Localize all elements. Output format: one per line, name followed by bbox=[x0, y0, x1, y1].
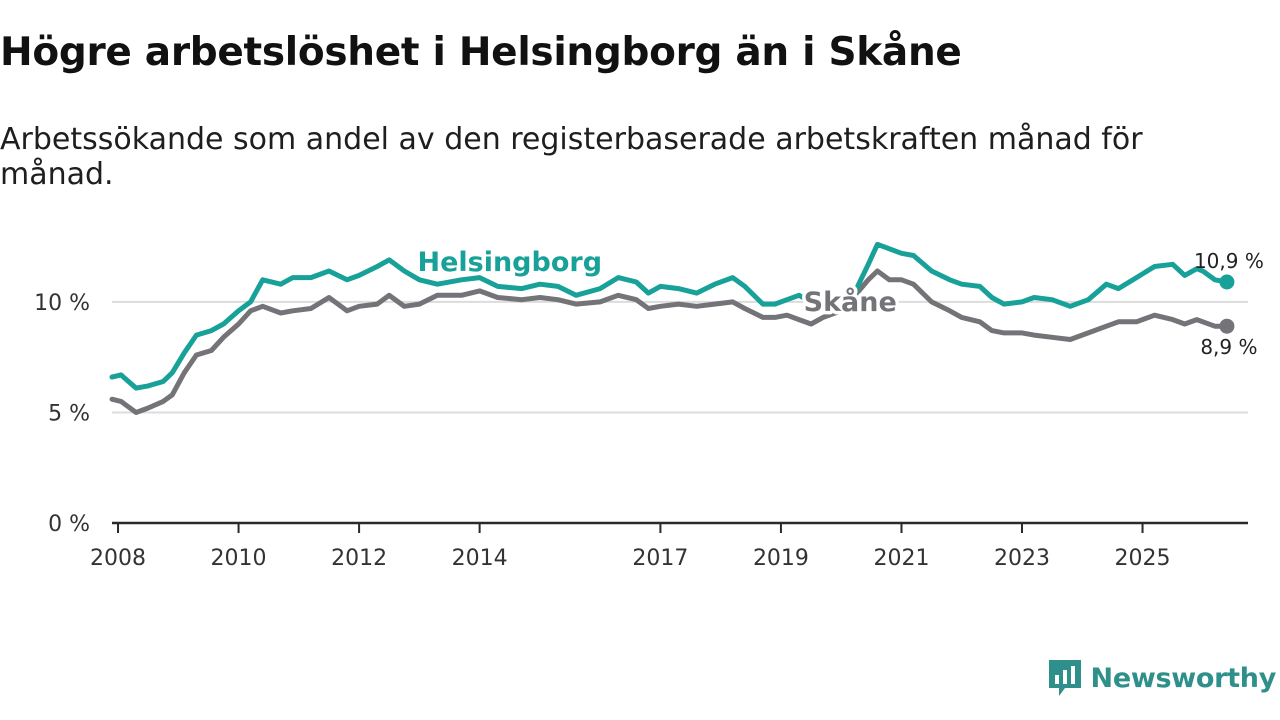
x-tick-label: 2019 bbox=[753, 546, 809, 571]
x-tick-label: 2014 bbox=[452, 546, 508, 571]
x-tick-label: 2008 bbox=[90, 546, 146, 571]
chart-subtitle: Arbetssökande som andel av den registerb… bbox=[0, 122, 1143, 192]
y-tick-label: 10 % bbox=[34, 291, 90, 316]
y-tick-label: 5 % bbox=[48, 401, 90, 426]
helsingborg-series-label: Helsingborg bbox=[417, 247, 602, 278]
skane-series-label: Skåne bbox=[804, 286, 897, 318]
x-tick-label: 2021 bbox=[873, 546, 929, 571]
x-tick-label: 2017 bbox=[632, 546, 688, 571]
x-tick-label: 2025 bbox=[1115, 546, 1171, 571]
series-labels: Helsingborg Skåne 10,9 % 8,9 % bbox=[414, 243, 1264, 359]
helsingborg-line bbox=[109, 241, 1230, 391]
series-lines bbox=[109, 241, 1235, 415]
skane-line bbox=[109, 268, 1230, 415]
y-tick-label: 0 % bbox=[48, 512, 90, 537]
newsworthy-logo-icon bbox=[1048, 660, 1081, 696]
newsworthy-brand: Newsworthy bbox=[1047, 658, 1276, 698]
x-tick-label: 2023 bbox=[994, 546, 1050, 571]
skane-end-value: 8,9 % bbox=[1200, 335, 1257, 359]
x-tick-label: 2010 bbox=[211, 546, 267, 571]
helsingborg-end-value: 10,9 % bbox=[1194, 249, 1264, 273]
brand-name: Newsworthy bbox=[1090, 662, 1277, 694]
axis-ticks: 0 % 5 % 10 % 2008 2010 2012 2014 2017 2019 2021 20… bbox=[34, 291, 1248, 571]
helsingborg-end-point bbox=[1219, 274, 1235, 290]
gridlines bbox=[112, 300, 1248, 414]
x-tick-label: 2012 bbox=[331, 546, 387, 571]
chart-title: Högre arbetslöshet i Helsingborg än i Sk… bbox=[0, 30, 962, 75]
skane-end-point bbox=[1219, 318, 1235, 334]
